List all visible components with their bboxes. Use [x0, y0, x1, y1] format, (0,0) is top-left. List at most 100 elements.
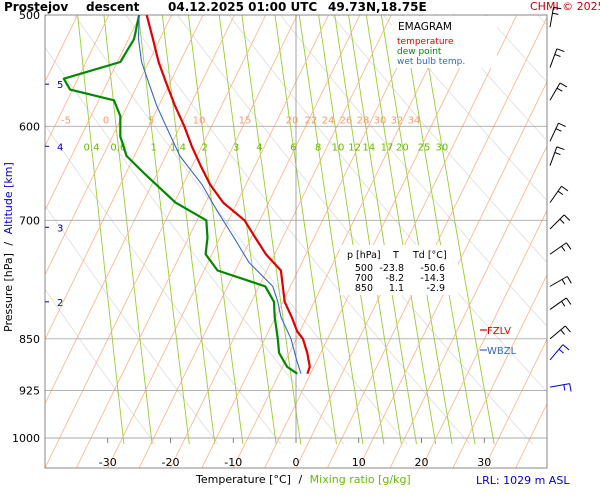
isotherm-label: 30 [374, 115, 387, 126]
table-cell: 850 [355, 283, 373, 294]
pressure-tick-label: 600 [19, 120, 40, 133]
table-cell: -23.8 [379, 263, 404, 274]
wind-barb-shaft [549, 325, 566, 340]
isotherm-line [546, 467, 547, 468]
wind-barb-flag [555, 128, 562, 132]
mixing-ratio-label: 25 [418, 142, 431, 153]
dry-adiabat-line [434, 15, 547, 142]
mixing-ratio-label: 0.4 [84, 142, 100, 153]
isotherm-label: 5 [148, 115, 154, 126]
isotherm-label: 28 [357, 115, 370, 126]
temperature-tick-label: 20 [415, 456, 429, 469]
wind-barb-flag [561, 185, 569, 192]
mixing-ratio-line [103, 15, 153, 445]
station-name: Prostejov [4, 0, 68, 14]
table-header-t: T [392, 250, 399, 261]
wind-barb-flag [561, 301, 566, 307]
mixing-ratio-line [77, 15, 125, 445]
x-axis-label: Temperature [°C] / Mixing ratio [g/kg] [195, 473, 411, 486]
isotherm-line [421, 209, 547, 468]
wind-barb-flag [558, 122, 566, 128]
isotherm-label: 0 [103, 115, 109, 126]
mixing-ratio-label: 10 [332, 142, 345, 153]
wind-barb-flag [561, 245, 566, 252]
dry-adiabat-line [125, 15, 471, 445]
isotherm-label: 10 [193, 115, 206, 126]
isotherm-line [295, 15, 518, 468]
wind-barb-flag [559, 82, 568, 88]
isotherm-line [45, 15, 78, 83]
mixing-ratio-label: 0.6 [110, 142, 126, 153]
x-axis-label-mix: Mixing ratio [g/kg] [310, 473, 411, 486]
mixing-ratio-label: 3 [233, 142, 239, 153]
mixing-ratio-label: 2 [202, 142, 208, 153]
temperature-tick-label: 30 [477, 456, 491, 469]
x-axis-label-temp: Temperature [°C] [195, 473, 291, 486]
isotherm-line [45, 15, 173, 276]
temperature-tick-label: -10 [224, 456, 242, 469]
isotherm-line [45, 15, 141, 212]
wind-barb-flag [557, 190, 564, 196]
mixing-ratio-label: 20 [396, 142, 409, 153]
isotherm-line [578, 0, 600, 468]
values-table: p [hPa] T Td [°C] 500 -23.8 -50.6 700 -8… [340, 245, 458, 295]
dry-adiabat-line [279, 15, 547, 327]
table-cell: 1.1 [389, 283, 404, 294]
isotherm-label: -5 [61, 115, 71, 126]
pressure-tick-label: 1000 [12, 432, 40, 445]
temperature-profile [145, 15, 311, 375]
isotherm-line [327, 16, 547, 468]
wind-barb-flag [566, 276, 572, 284]
copyright: CHMI © 2025 [530, 0, 600, 13]
isotherm-line [358, 80, 547, 468]
mixing-ratio-label: 12 [348, 142, 361, 153]
mixing-ratio-label: 30 [436, 142, 449, 153]
legend-title: EMAGRAM [398, 21, 452, 33]
dry-adiabat-line [45, 124, 282, 445]
wind-barb-shaft [549, 185, 562, 203]
mixing-ratio-label: 17 [381, 142, 394, 153]
mixing-ratio-label: 8 [315, 142, 321, 153]
wind-barb-shaft [549, 7, 554, 28]
wind-barb-flag [552, 12, 559, 15]
mixing-ratio-label: 6 [290, 142, 296, 153]
wind-barb-flag [565, 242, 572, 250]
y-axis-label: Pressure [hPa] / Altitude [km] [2, 162, 15, 332]
wind-barbs [549, 6, 572, 392]
wind-barb-shaft [549, 48, 558, 68]
dry-adiabat-line [45, 288, 156, 445]
wind-barb-flag [561, 279, 566, 285]
pressure-tick-label: 925 [19, 384, 40, 397]
table-header-td: Td [°C] [412, 250, 447, 261]
dew-point-profile [62, 15, 298, 375]
isotherm-line [45, 15, 204, 341]
wind-barb-flag [563, 384, 566, 391]
isotherm-line [232, 15, 455, 468]
isotherm-label: 34 [408, 115, 421, 126]
mixing-ratio-line [274, 15, 337, 445]
dry-adiabat-line [331, 15, 547, 263]
wet-bulb-profile [137, 15, 302, 374]
wind-barb-flag [554, 152, 561, 156]
isotherm-label: 26 [340, 115, 353, 126]
sounding-datetime: 04.12.2025 01:00 UTC [168, 0, 317, 14]
wind-barb-flag [558, 348, 564, 354]
wind-barb-flag [564, 325, 571, 333]
isotherm-label: 20 [286, 115, 299, 126]
wbzl-label: WBZL [487, 346, 517, 357]
table-cell: -50.6 [420, 263, 445, 274]
x-axis-label-sep: / [298, 473, 302, 486]
isotherm-line [452, 273, 547, 468]
pressure-grid [45, 15, 547, 439]
table-cell: 700 [355, 273, 373, 284]
wind-barb-flag [559, 218, 565, 224]
table-header-p: p [hPa] [347, 250, 381, 261]
isotherm-line [170, 15, 392, 468]
station-coords: 49.73N,18.75E [328, 0, 427, 14]
mixing-ratio-label: 14 [362, 142, 375, 153]
wbzl-marker: WBZL [480, 346, 517, 357]
temperature-tick-label: -30 [99, 456, 117, 469]
pressure-tick-labels: 500 600 700 850 925 1000 [12, 9, 40, 445]
dry-adiabat-line [382, 15, 547, 202]
